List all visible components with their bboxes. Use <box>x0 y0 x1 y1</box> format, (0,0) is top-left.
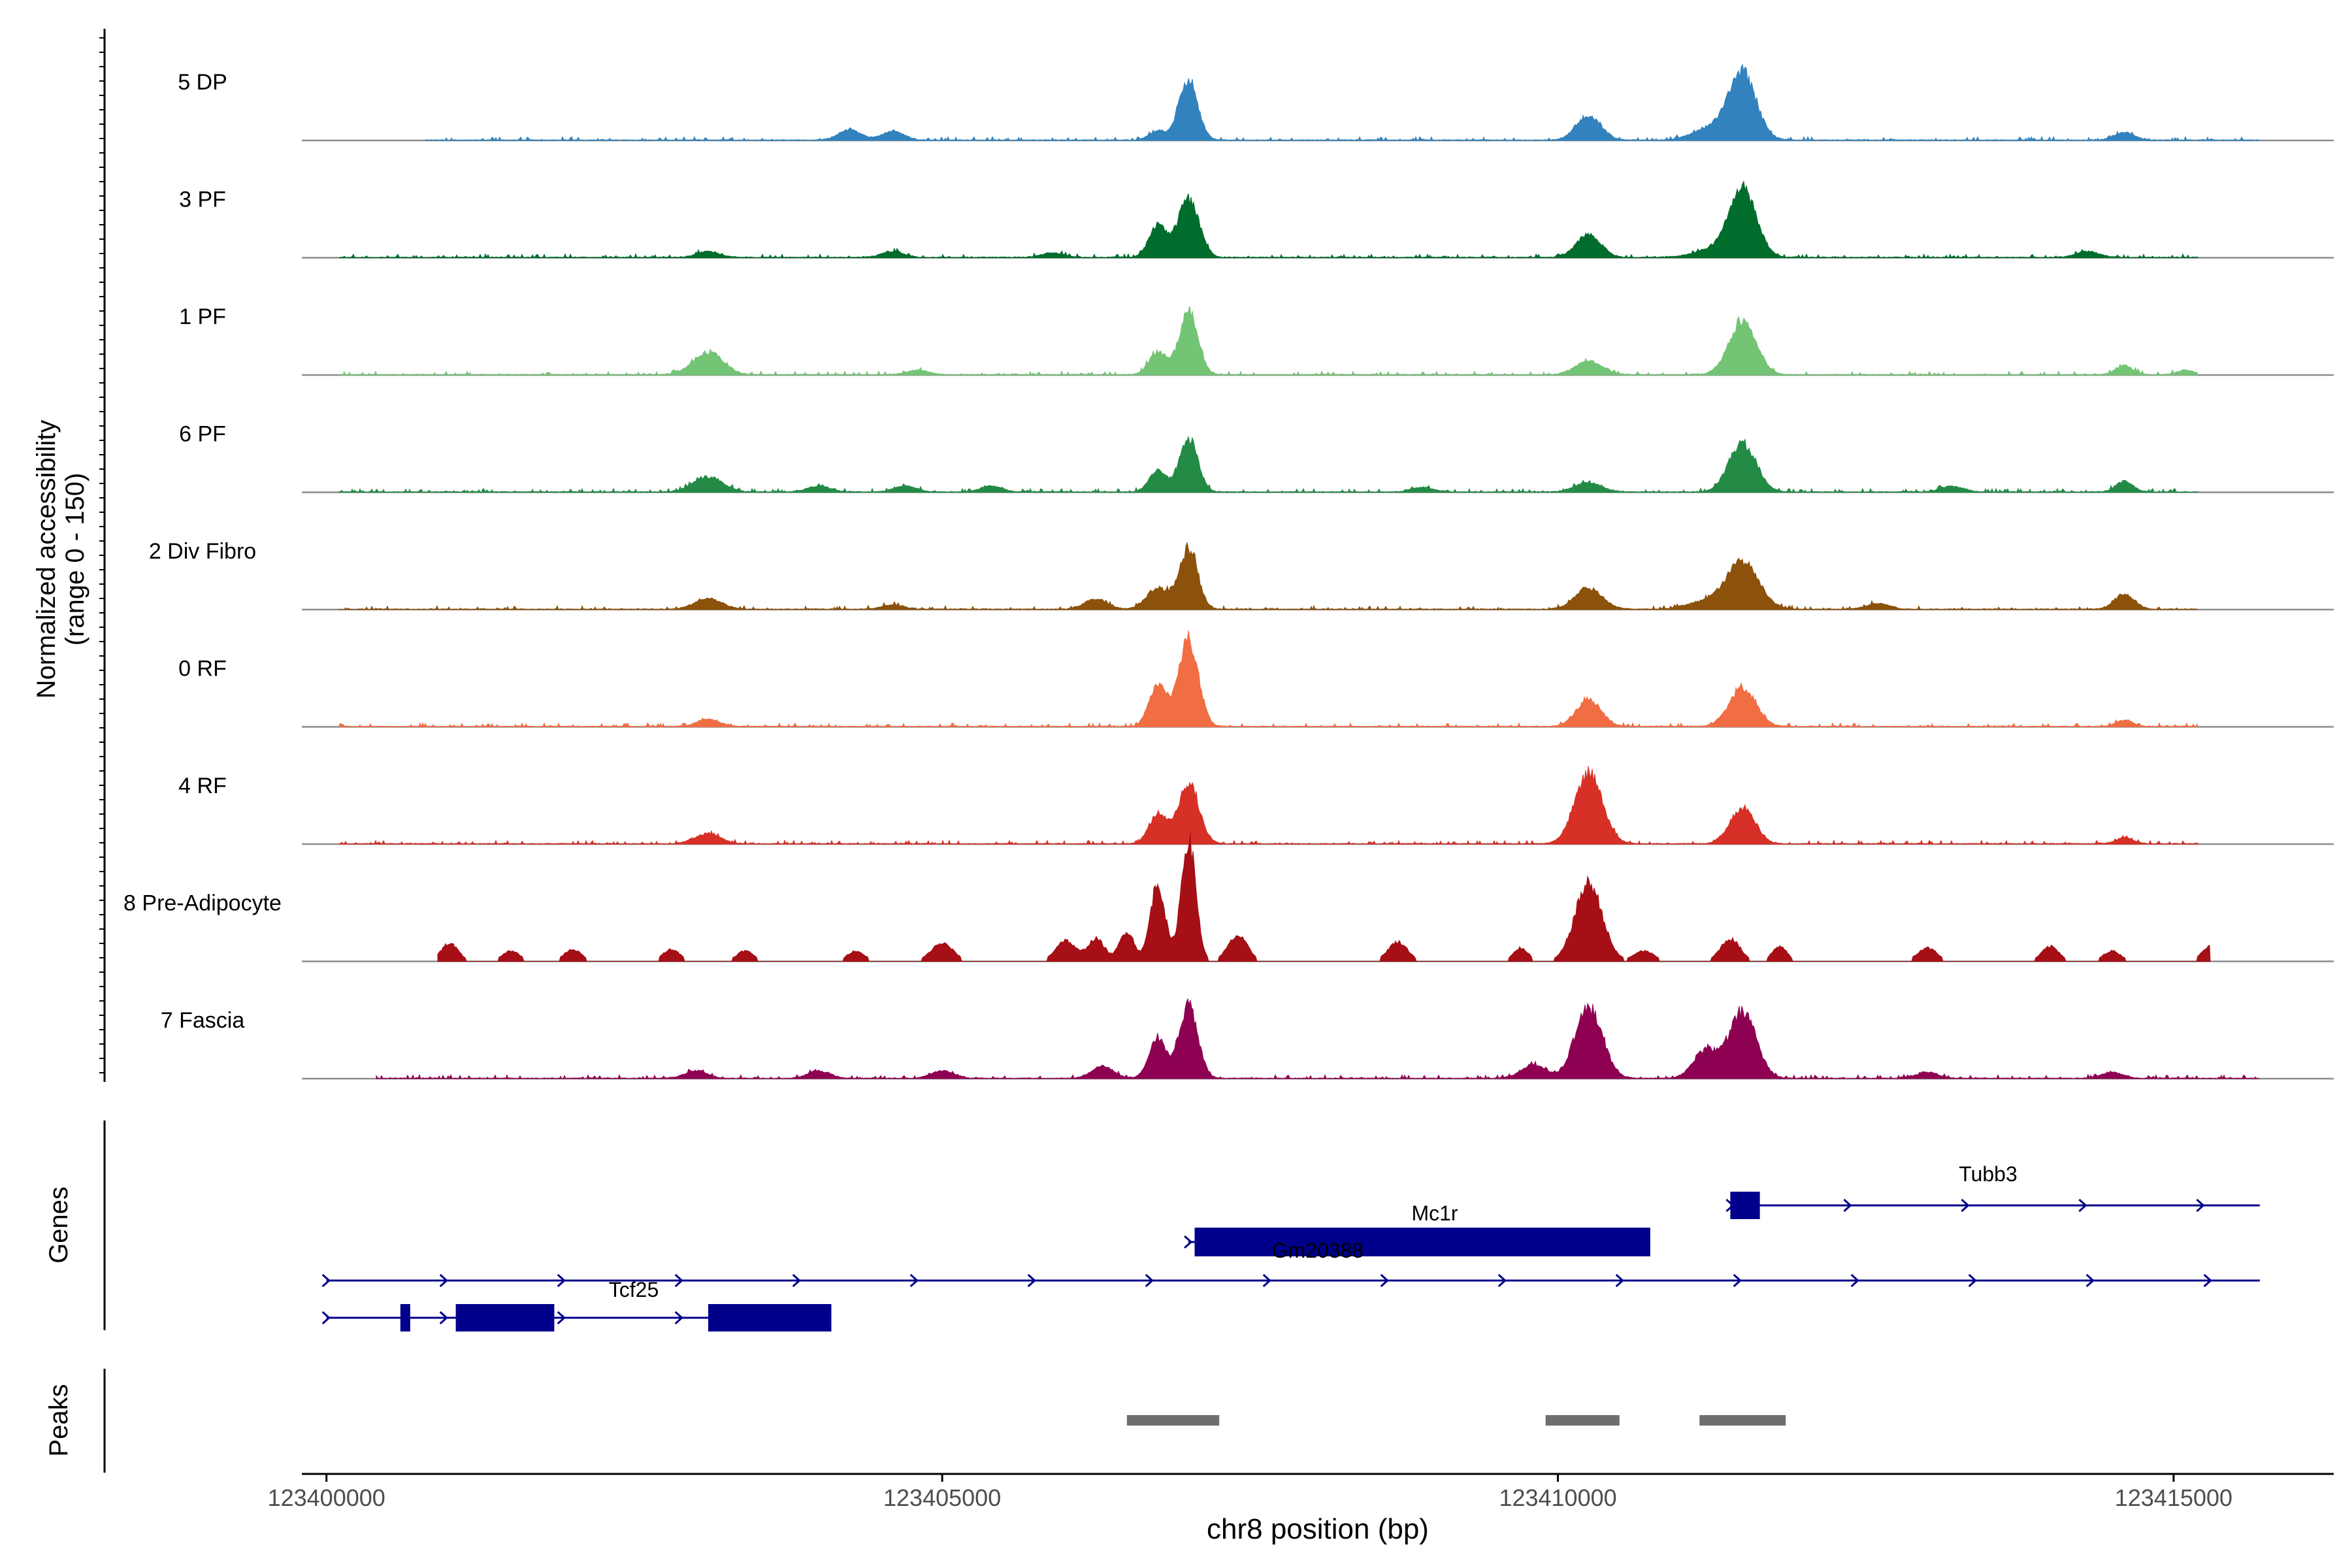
coverage-area <box>338 630 2198 728</box>
track-0: 5 DP <box>178 63 2334 142</box>
strand-arrow <box>439 1311 448 1325</box>
strand-arrow <box>1850 1273 1859 1288</box>
genes-panel-label: Genes <box>44 1186 73 1264</box>
strand-arrow <box>1027 1273 1036 1288</box>
gene-0 <box>1725 1192 2260 1219</box>
strand-arrow <box>557 1311 566 1325</box>
coverage-area <box>437 832 2211 962</box>
y-tick-marks <box>99 37 105 1073</box>
strand-arrow <box>1733 1273 1742 1288</box>
x-axis-ticks: 123400000 123405000 123410000 123415000 <box>268 1474 2232 1511</box>
gene-name-1: Mc1r <box>1411 1201 1458 1225</box>
gene-1 <box>1184 1228 1650 1256</box>
track-label: 3 PF <box>179 188 226 212</box>
coverage-area <box>338 541 2198 611</box>
gene-name-2: Gm20388 <box>1272 1239 1364 1262</box>
strand-arrow <box>1184 1235 1193 1249</box>
track-label: 4 RF <box>178 774 227 798</box>
gene-name-0: Tubb3 <box>1959 1162 2017 1186</box>
strand-arrow <box>2078 1198 2087 1213</box>
exon <box>1730 1192 1760 1219</box>
strand-arrow <box>1380 1273 1389 1288</box>
peaks-panel-label: Peaks <box>44 1384 73 1456</box>
coverage-area <box>338 435 2199 493</box>
strand-arrow <box>321 1273 331 1288</box>
coverage-area <box>425 63 2260 142</box>
strand-arrow <box>674 1311 683 1325</box>
strand-arrow <box>2085 1273 2095 1288</box>
track-label: 6 PF <box>179 422 226 447</box>
track-8: 7 Fascia <box>161 998 2334 1080</box>
exon <box>455 1304 555 1331</box>
coverage-area <box>338 180 2199 259</box>
coverage-area <box>376 998 2260 1080</box>
strand-arrow <box>1968 1273 1977 1288</box>
track-label: 5 DP <box>178 70 227 95</box>
strand-arrow <box>792 1273 801 1288</box>
strand-arrow <box>2196 1198 2205 1213</box>
x-tick-label: 123400000 <box>268 1484 385 1511</box>
track-7: 8 Pre-Adipocyte <box>123 832 2334 962</box>
track-5: 0 RF <box>178 630 2334 728</box>
track-label: 8 Pre-Adipocyte <box>123 891 282 916</box>
x-tick-label: 123415000 <box>2115 1484 2232 1511</box>
peak-region <box>1126 1415 1220 1426</box>
coverage-area <box>338 306 2198 376</box>
strand-arrow <box>1497 1273 1507 1288</box>
x-axis-label: chr8 position (bp) <box>1207 1513 1429 1545</box>
coverage-area <box>338 766 2198 845</box>
strand-arrow <box>674 1273 683 1288</box>
strand-arrow <box>1145 1273 1154 1288</box>
strand-arrow <box>1843 1198 1852 1213</box>
track-3: 6 PF <box>179 422 2334 493</box>
x-tick-label: 123405000 <box>883 1484 1001 1511</box>
gene-annotation-panel: Tubb3 Mc1r Gm20388 Tcf25 <box>321 1162 2260 1331</box>
peak-region <box>1545 1415 1620 1426</box>
track-2: 1 PF <box>179 304 2334 376</box>
coverage-tracks: 5 DP 3 PF 1 PF 6 PF 2 Div Fibro 0 RF 4 RF 8 Pre… <box>123 63 2334 1080</box>
track-label: 1 PF <box>179 304 226 329</box>
track-6: 4 RF <box>178 766 2334 845</box>
track-label: 0 RF <box>178 657 227 681</box>
peak-region <box>1699 1415 1786 1426</box>
coverage-y-axis-range: (range 0 - 150) <box>61 473 90 646</box>
exon <box>400 1304 410 1331</box>
strand-arrow <box>1615 1273 1624 1288</box>
exon <box>1194 1228 1650 1256</box>
gene-2 <box>321 1273 2260 1288</box>
strand-arrow <box>909 1273 919 1288</box>
strand-arrow <box>2203 1273 2212 1288</box>
track-4: 2 Div Fibro <box>149 539 2334 611</box>
gene-name-3: Tcf25 <box>609 1278 659 1301</box>
strand-arrow <box>557 1273 566 1288</box>
track-label: 2 Div Fibro <box>149 539 256 564</box>
track-1: 3 PF <box>179 180 2334 259</box>
strand-arrow <box>1262 1273 1271 1288</box>
exon <box>708 1304 832 1331</box>
gene-3 <box>321 1304 832 1331</box>
strand-arrow <box>321 1311 331 1325</box>
strand-arrow <box>439 1273 448 1288</box>
x-tick-label: 123410000 <box>1499 1484 1616 1511</box>
coverage-y-axis-label: Normalized accessibility <box>32 420 61 699</box>
strand-arrow <box>1961 1198 1970 1213</box>
track-label: 7 Fascia <box>161 1008 245 1033</box>
peaks-panel <box>1126 1415 1786 1426</box>
